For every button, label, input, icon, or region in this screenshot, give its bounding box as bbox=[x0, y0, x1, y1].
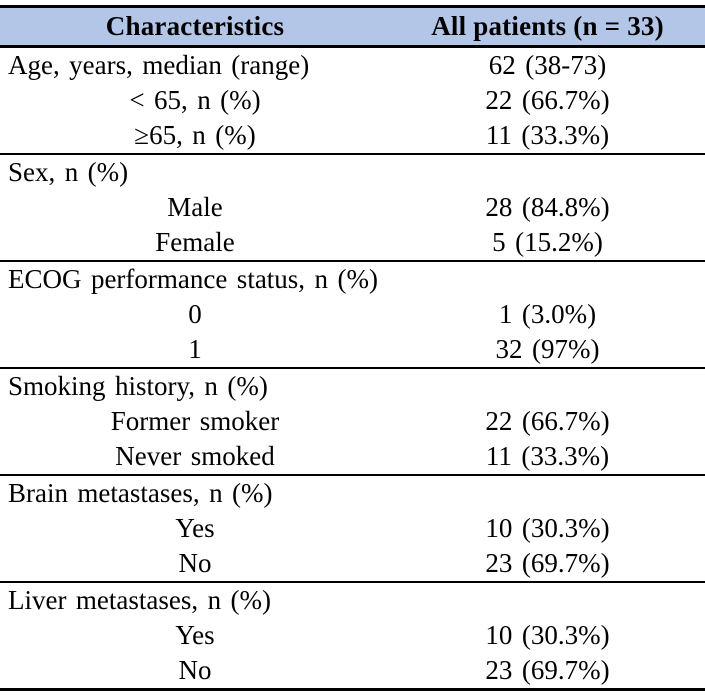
section-sex: Sex, n (%) Male 28 (84.8%) Female 5 (15.… bbox=[0, 154, 705, 261]
characteristic-label: Yes bbox=[175, 620, 215, 650]
characteristic-label: Yes bbox=[175, 513, 215, 543]
characteristic-value: 32 (97%) bbox=[495, 334, 600, 364]
table-row: Male 28 (84.8%) bbox=[0, 190, 705, 225]
characteristic-label: Former smoker bbox=[110, 406, 280, 436]
characteristic-label: ≥65, n (%) bbox=[134, 120, 256, 150]
characteristic-value bbox=[390, 368, 705, 404]
characteristic-value: 1 (3.0%) bbox=[498, 299, 597, 329]
characteristic-label: Brain metastases, n (%) bbox=[8, 478, 273, 508]
characteristic-label: Smoking history, n (%) bbox=[8, 371, 268, 401]
characteristic-label: Male bbox=[167, 192, 223, 222]
characteristic-label: Age, years, median (range) bbox=[8, 50, 310, 80]
characteristic-label: No bbox=[178, 548, 212, 578]
table-row: Female 5 (15.2%) bbox=[0, 225, 705, 261]
characteristic-label: Never smoked bbox=[115, 441, 275, 471]
characteristic-value: 10 (30.3%) bbox=[485, 513, 610, 543]
table-row: Former smoker 22 (66.7%) bbox=[0, 404, 705, 439]
characteristic-value bbox=[390, 261, 705, 297]
characteristic-value: 23 (69.7%) bbox=[485, 548, 610, 578]
table-row: Smoking history, n (%) bbox=[0, 368, 705, 404]
column-header-characteristics: Characteristics bbox=[0, 5, 390, 48]
section-age: Age, years, median (range) 62 (38-73) < … bbox=[0, 47, 705, 154]
characteristic-label: Liver metastases, n (%) bbox=[8, 585, 272, 615]
table-row: ECOG performance status, n (%) bbox=[0, 261, 705, 297]
characteristic-label: 1 bbox=[188, 334, 202, 364]
table-row: 1 32 (97%) bbox=[0, 332, 705, 368]
characteristic-value bbox=[390, 154, 705, 190]
section-brain-metastases: Brain metastases, n (%) Yes 10 (30.3%) N… bbox=[0, 475, 705, 582]
characteristic-value: 11 (33.3%) bbox=[485, 120, 610, 150]
characteristic-label: ECOG performance status, n (%) bbox=[8, 264, 378, 294]
characteristic-value: 22 (66.7%) bbox=[485, 85, 610, 115]
header-row: Characteristics All patients (n = 33) bbox=[0, 5, 705, 48]
characteristic-value bbox=[390, 582, 705, 618]
characteristic-label: Sex, n (%) bbox=[8, 157, 129, 187]
table-row: Liver metastases, n (%) bbox=[0, 582, 705, 618]
column-header-all-patients: All patients (n = 33) bbox=[390, 5, 705, 48]
characteristic-label: < 65, n (%) bbox=[129, 85, 261, 115]
table-row: No 23 (69.7%) bbox=[0, 546, 705, 582]
table-row: No 23 (69.7%) bbox=[0, 653, 705, 690]
table-row: Age, years, median (range) 62 (38-73) bbox=[0, 47, 705, 84]
characteristic-value: 22 (66.7%) bbox=[485, 406, 610, 436]
characteristic-value: 62 (38-73) bbox=[488, 50, 607, 80]
table-row: Yes 10 (30.3%) bbox=[0, 618, 705, 653]
table-row: < 65, n (%) 22 (66.7%) bbox=[0, 83, 705, 118]
table-header: Characteristics All patients (n = 33) bbox=[0, 5, 705, 48]
table-row: Never smoked 11 (33.3%) bbox=[0, 439, 705, 475]
section-liver-metastases: Liver metastases, n (%) Yes 10 (30.3%) N… bbox=[0, 582, 705, 690]
characteristic-value bbox=[390, 475, 705, 511]
table-row: 0 1 (3.0%) bbox=[0, 297, 705, 332]
characteristic-value: 23 (69.7%) bbox=[485, 655, 610, 685]
table-row: Yes 10 (30.3%) bbox=[0, 511, 705, 546]
table-row: Sex, n (%) bbox=[0, 154, 705, 190]
characteristic-value: 11 (33.3%) bbox=[485, 441, 610, 471]
section-smoking: Smoking history, n (%) Former smoker 22 … bbox=[0, 368, 705, 475]
patient-characteristics-table: Characteristics All patients (n = 33) Ag… bbox=[0, 5, 705, 691]
characteristic-value: 5 (15.2%) bbox=[492, 227, 603, 257]
characteristic-label: Female bbox=[155, 227, 235, 257]
characteristic-value: 28 (84.8%) bbox=[485, 192, 610, 222]
table-row: ≥65, n (%) 11 (33.3%) bbox=[0, 118, 705, 154]
section-ecog: ECOG performance status, n (%) 0 1 (3.0%… bbox=[0, 261, 705, 368]
characteristic-label: 0 bbox=[188, 299, 202, 329]
table-row: Brain metastases, n (%) bbox=[0, 475, 705, 511]
characteristic-value: 10 (30.3%) bbox=[485, 620, 610, 650]
characteristic-label: No bbox=[178, 655, 212, 685]
